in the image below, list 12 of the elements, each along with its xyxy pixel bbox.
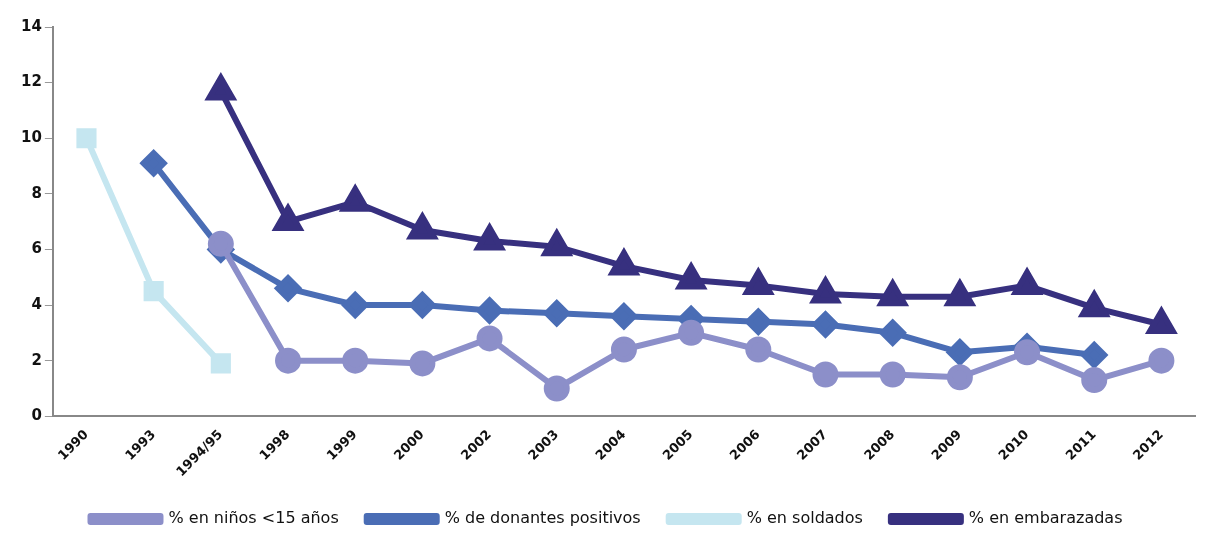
y-tick-label: 0 bbox=[31, 406, 42, 425]
legend-label: % en embarazadas bbox=[968, 508, 1123, 528]
y-tick-label: 2 bbox=[31, 350, 42, 369]
y-tick-label: 4 bbox=[31, 294, 42, 313]
legend-label: % en niños <15 años bbox=[168, 508, 339, 528]
y-tick-label: 12 bbox=[21, 72, 42, 91]
legend-label: % en soldados bbox=[746, 508, 863, 528]
legend-label: % de donantes positivos bbox=[444, 508, 641, 528]
y-tick-label: 8 bbox=[31, 183, 42, 202]
y-tick-label: 14 bbox=[21, 16, 42, 35]
y-tick-label: 10 bbox=[21, 128, 42, 147]
y-tick-label: 6 bbox=[31, 239, 42, 258]
